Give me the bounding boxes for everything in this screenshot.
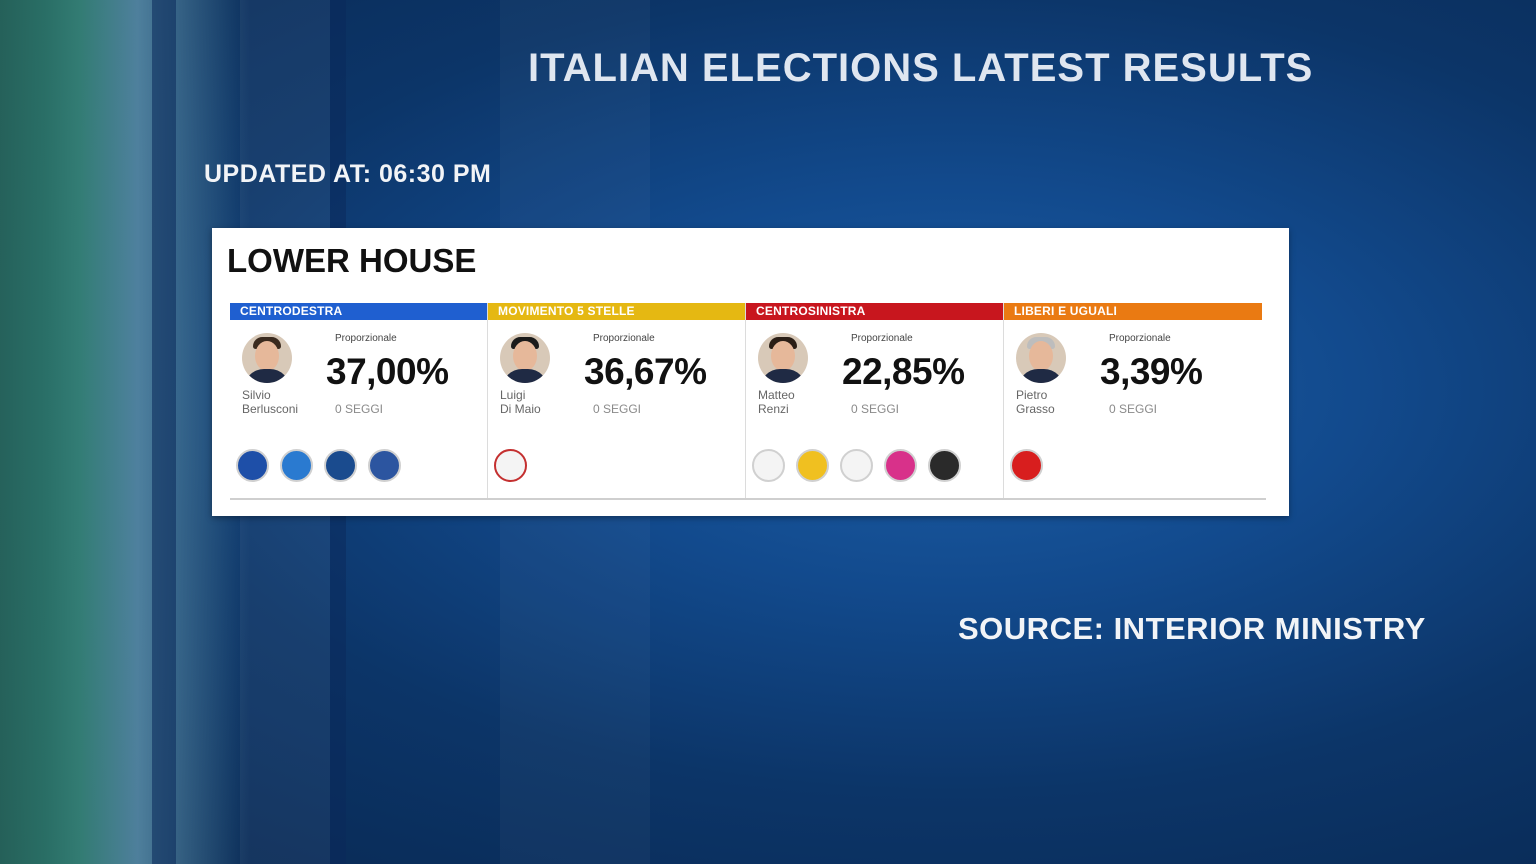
coalition-card-m5s: MOVIMENTO 5 STELLE Luigi Di Maio Proporz… bbox=[488, 303, 746, 498]
coalition-header: MOVIMENTO 5 STELLE bbox=[488, 303, 745, 320]
coalition-header: CENTROSINISTRA bbox=[746, 303, 1003, 320]
leader-name: Luigi Di Maio bbox=[500, 388, 541, 416]
leader-avatar bbox=[1016, 333, 1066, 383]
seats-count: 0 SEGGI bbox=[593, 402, 642, 416]
party-logos bbox=[494, 449, 527, 482]
coalition-cards: CENTRODESTRA Silvio Berlusconi Proporzio… bbox=[230, 303, 1266, 500]
seats-count: 0 SEGGI bbox=[335, 402, 384, 416]
leader-name: Matteo Renzi bbox=[758, 388, 795, 416]
leader-avatar bbox=[242, 333, 292, 383]
seats-count: 0 SEGGI bbox=[851, 402, 900, 416]
party-logos bbox=[236, 449, 401, 482]
insieme-logo-icon bbox=[840, 449, 873, 482]
proportional-label: Proporzionale bbox=[335, 333, 397, 344]
leader-avatar bbox=[500, 333, 550, 383]
coalition-header: CENTRODESTRA bbox=[230, 303, 487, 320]
proportional-label: Proporzionale bbox=[1109, 333, 1171, 344]
results-panel: LOWER HOUSE CENTRODESTRA Silvio Berlusco… bbox=[212, 228, 1289, 516]
svp-logo-icon bbox=[928, 449, 961, 482]
seats-count: 0 SEGGI bbox=[1109, 402, 1158, 416]
headline: ITALIAN ELECTIONS LATEST RESULTS bbox=[528, 46, 1314, 90]
background-stripe bbox=[152, 0, 176, 864]
fratelli-italia-logo-icon bbox=[324, 449, 357, 482]
leader-name: Silvio Berlusconi bbox=[242, 388, 299, 416]
leader-name: Pietro Grasso bbox=[1016, 388, 1055, 416]
leader-avatar bbox=[758, 333, 808, 383]
updated-time: UPDATED AT: 06:30 PM bbox=[204, 160, 492, 188]
piu-europa-logo-icon bbox=[796, 449, 829, 482]
coalition-card-leu: LIBERI E UGUALI Pietro Grasso Proporzion… bbox=[1004, 303, 1262, 498]
background-flag bbox=[0, 0, 250, 864]
noi-con-italia-logo-icon bbox=[368, 449, 401, 482]
lega-salvini-logo-icon bbox=[236, 449, 269, 482]
panel-title: LOWER HOUSE bbox=[227, 242, 477, 279]
vote-percentage: 37,00% bbox=[326, 351, 449, 392]
coalition-card-centrosinistra: CENTROSINISTRA Matteo Renzi Proporzional… bbox=[746, 303, 1004, 498]
movimento-5-stelle-logo-icon bbox=[494, 449, 527, 482]
coalition-header: LIBERI E UGUALI bbox=[1004, 303, 1262, 320]
civica-popolare-logo-icon bbox=[884, 449, 917, 482]
forza-italia-logo-icon bbox=[280, 449, 313, 482]
party-logos bbox=[1010, 449, 1043, 482]
source-credit: SOURCE: INTERIOR MINISTRY bbox=[958, 611, 1426, 646]
party-logos bbox=[752, 449, 961, 482]
proportional-label: Proporzionale bbox=[851, 333, 913, 344]
coalition-card-centrodestra: CENTRODESTRA Silvio Berlusconi Proporzio… bbox=[230, 303, 488, 498]
pd-logo-icon bbox=[752, 449, 785, 482]
proportional-label: Proporzionale bbox=[593, 333, 655, 344]
liberi-e-uguali-logo-icon bbox=[1010, 449, 1043, 482]
vote-percentage: 36,67% bbox=[584, 351, 707, 392]
vote-percentage: 22,85% bbox=[842, 351, 965, 392]
vote-percentage: 3,39% bbox=[1100, 351, 1203, 392]
